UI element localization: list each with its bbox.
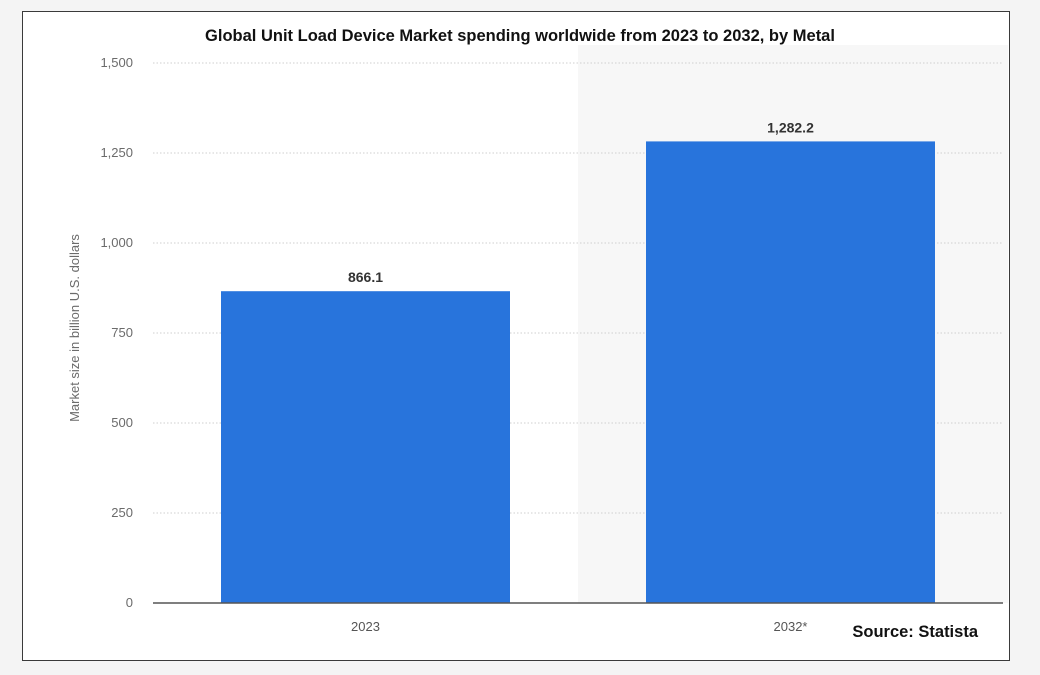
x-tick-label: 2023 bbox=[351, 619, 380, 634]
x-tick-label: 2032* bbox=[774, 619, 808, 634]
y-axis-title: Market size in billion U.S. dollars bbox=[67, 234, 82, 422]
x-tick-labels: 2023 2032* bbox=[351, 619, 807, 634]
y-tick-label: 750 bbox=[111, 325, 133, 340]
bars bbox=[221, 141, 935, 603]
y-tick-label: 1,000 bbox=[100, 235, 133, 250]
value-labels: 866.1 1,282.2 bbox=[348, 119, 814, 285]
y-tick-label: 1,500 bbox=[100, 55, 133, 70]
data-label: 866.1 bbox=[348, 269, 383, 285]
y-tick-labels: 0 250 500 750 1,000 1,250 1,500 bbox=[100, 55, 133, 610]
y-tick-label: 250 bbox=[111, 505, 133, 520]
y-tick-label: 0 bbox=[126, 595, 133, 610]
bar bbox=[646, 141, 935, 603]
y-tick-label: 1,250 bbox=[100, 145, 133, 160]
chart-title: Global Unit Load Device Market spending … bbox=[205, 27, 835, 45]
y-tick-label: 500 bbox=[111, 415, 133, 430]
data-label: 1,282.2 bbox=[767, 119, 814, 135]
bar bbox=[221, 291, 510, 603]
source-note: Source: Statista bbox=[852, 623, 978, 641]
